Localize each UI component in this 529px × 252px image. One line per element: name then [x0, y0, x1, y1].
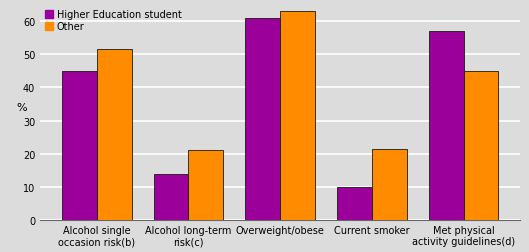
Legend: Higher Education student, Other: Higher Education student, Other [45, 10, 181, 32]
Bar [188, 151, 223, 220]
Y-axis label: %: % [16, 103, 27, 113]
Bar [153, 174, 188, 220]
Bar [62, 72, 97, 220]
Bar [372, 149, 407, 220]
Bar [428, 32, 463, 220]
Bar [97, 50, 132, 220]
Bar [463, 72, 498, 220]
Bar [337, 187, 372, 220]
Bar [245, 19, 280, 220]
Bar [280, 12, 315, 220]
